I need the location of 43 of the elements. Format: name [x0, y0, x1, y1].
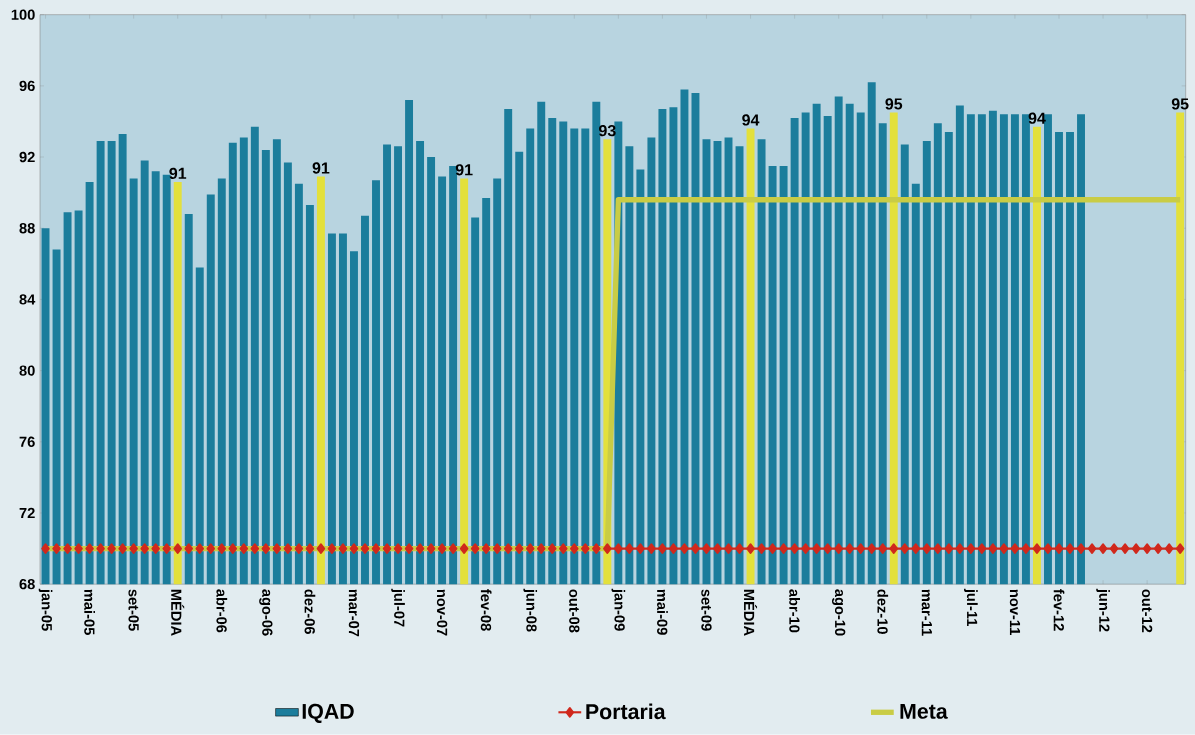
- x-tick-label: jan-09: [611, 588, 626, 631]
- x-tick-label: ago-10: [831, 589, 846, 636]
- x-tick-label: set-05: [128, 589, 139, 631]
- x-tick-label: jul-11: [964, 588, 978, 627]
- y-tick-label: 96: [19, 80, 35, 92]
- x-tick-label: set-09: [701, 589, 712, 631]
- y-tick-label: 80: [19, 365, 35, 376]
- data-label: 91: [312, 162, 330, 174]
- data-label: 95: [885, 98, 903, 110]
- y-tick-label: 92: [19, 151, 35, 163]
- data-label: 91: [169, 167, 187, 180]
- x-tick-label: fev-08: [480, 589, 492, 631]
- data-label: 94: [742, 114, 760, 126]
- y-tick-label: 68: [19, 579, 35, 590]
- x-tick-label: abr-10: [789, 589, 800, 633]
- y-tick-label: 76: [19, 436, 35, 448]
- x-tick-label: mar-07: [348, 589, 360, 637]
- x-tick-label: jan-05: [38, 588, 53, 631]
- data-label: 95: [1171, 98, 1189, 110]
- x-tick-label: nov-07: [436, 589, 448, 636]
- x-tick-label: ago-06: [259, 589, 273, 636]
- legend-label: IQAD: [302, 703, 354, 724]
- x-tick-label: mai-09: [657, 589, 668, 635]
- x-tick-label: nov-11: [1009, 589, 1021, 635]
- x-tick-label: dez-10: [877, 589, 889, 634]
- x-tick-label: dez-06: [304, 589, 316, 635]
- legend-label: Meta: [900, 704, 948, 719]
- x-tick-label: mai-05: [84, 589, 95, 635]
- y-tick-label: 88: [19, 223, 35, 234]
- x-tick-label: fev-12: [1053, 589, 1065, 631]
- x-tick-label: out-12: [1141, 589, 1153, 633]
- x-tick-label: mar-11: [921, 589, 932, 636]
- y-tick-label: 72: [19, 507, 35, 519]
- x-tick-label: abr-06: [216, 589, 228, 633]
- x-tick-label: jun-12: [1096, 588, 1110, 632]
- x-tick-label: MÉDIA: [744, 589, 758, 636]
- legend-label: Portaria: [586, 703, 666, 720]
- x-tick-label: jun-08: [523, 588, 538, 632]
- x-tick-label: jul-07: [391, 588, 405, 627]
- x-tick-label: out-08: [569, 589, 580, 633]
- y-tick-label: 100: [11, 9, 35, 20]
- y-tick-label: 84: [19, 294, 36, 305]
- x-tick-label: MÉDIA: [171, 589, 185, 636]
